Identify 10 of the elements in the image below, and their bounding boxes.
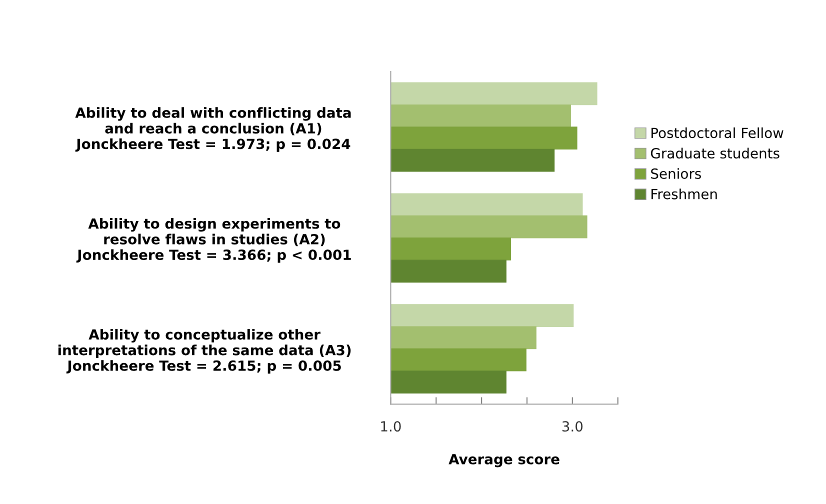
- x-tick-label: 1.0: [381, 421, 401, 432]
- y-tick-label: Ability to design experiments to resolve flaws in studies (A2) Jonckheere Test = 3.366; p < 0.001: [76, 218, 351, 263]
- x-tick-label: 3.0: [562, 421, 583, 432]
- legend-label: Seniors: [651, 168, 701, 179]
- x-axis-title: Average score: [448, 454, 560, 468]
- legend-label: Graduate students: [650, 148, 780, 159]
- y-tick-label: Ability to deal with conflicting data and reach a conclusion (A1) Jonckheere Test = 1.973; p = 0.024: [75, 107, 351, 152]
- legend-label: Postdoctoral Fellow: [652, 127, 784, 138]
- legend-label: Freshmen: [652, 188, 717, 200]
- y-tick-label: Ability to conceptualize other interpretations of the same data (A3) Jonckheere Test = 2.615; p = 0.005: [58, 328, 351, 374]
